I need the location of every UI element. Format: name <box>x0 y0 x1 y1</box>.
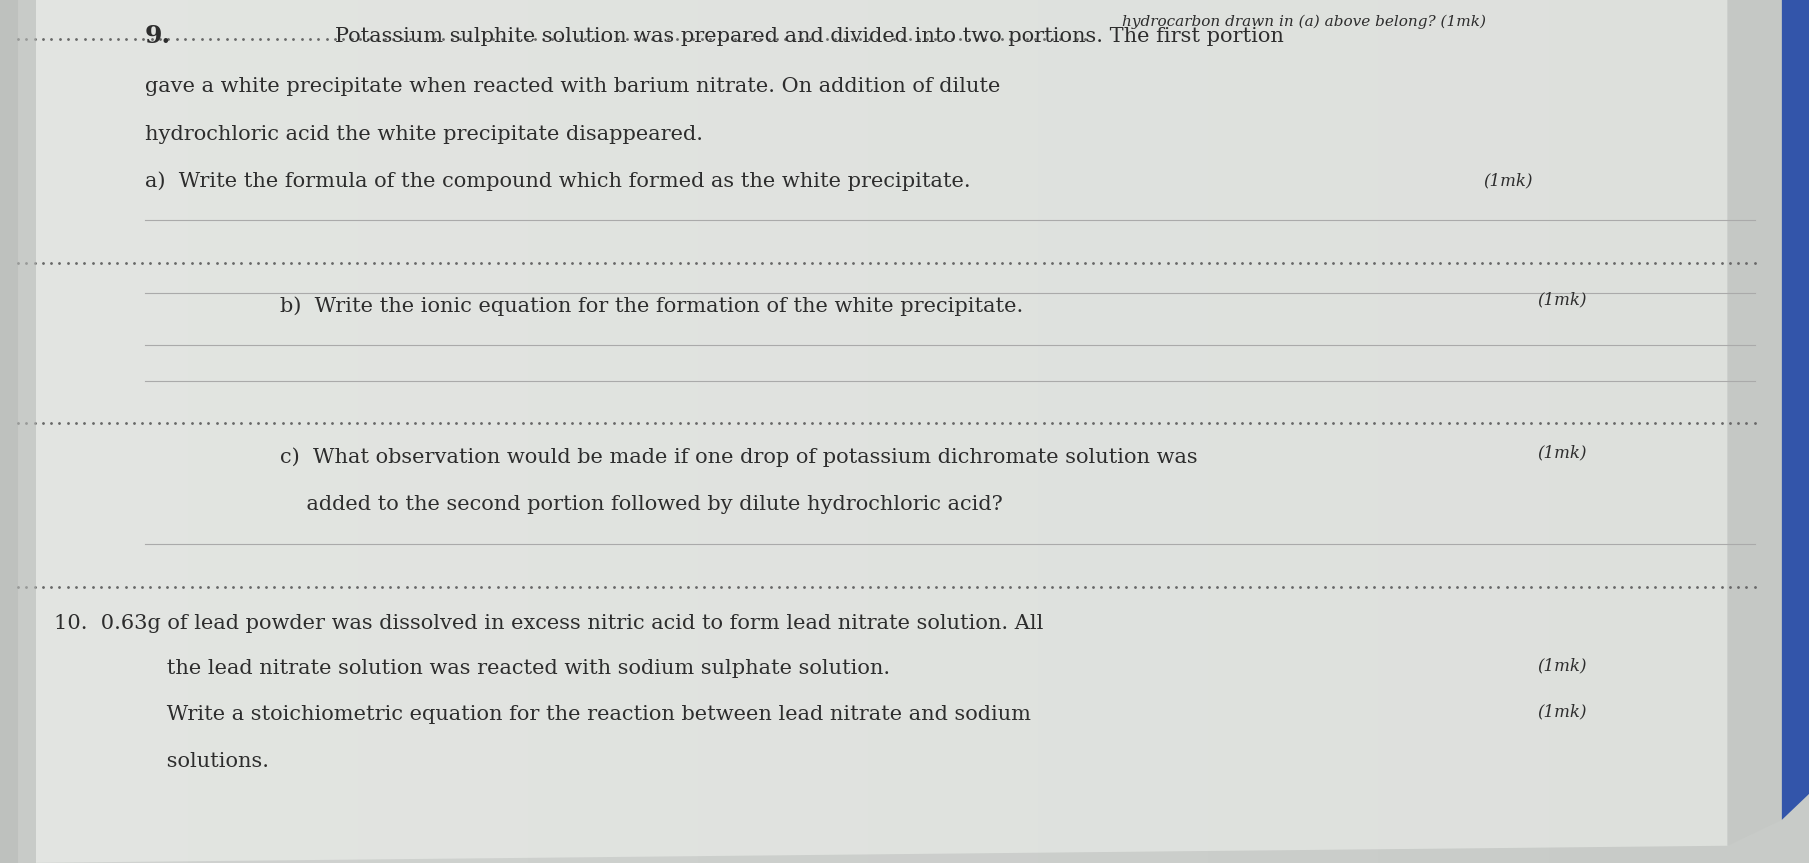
Bar <box>188 0 358 863</box>
Bar <box>0 0 36 863</box>
Text: Write a stoichiometric equation for the reaction between lead nitrate and sodium: Write a stoichiometric equation for the … <box>127 705 1031 724</box>
Text: (1mk): (1mk) <box>1538 658 1586 675</box>
Text: b)  Write the ionic equation for the formation of the white precipitate.: b) Write the ionic equation for the form… <box>280 297 1024 316</box>
Text: Potassium sulphite solution was prepared and divided into two portions. The firs: Potassium sulphite solution was prepared… <box>335 27 1284 46</box>
Polygon shape <box>1728 0 1782 846</box>
Text: hydrochloric acid the white precipitate disappeared.: hydrochloric acid the white precipitate … <box>145 125 702 144</box>
Text: hydrocarbon drawn in (a) above belong? (1mk): hydrocarbon drawn in (a) above belong? (… <box>1122 15 1485 28</box>
Text: (1mk): (1mk) <box>1538 444 1586 462</box>
Bar <box>528 0 698 863</box>
Bar <box>1038 0 1208 863</box>
Text: 10.  0.63g of lead powder was dissolved in excess nitric acid to form lead nitra: 10. 0.63g of lead powder was dissolved i… <box>54 614 1044 633</box>
Text: added to the second portion followed by dilute hydrochloric acid?: added to the second portion followed by … <box>280 495 1004 514</box>
Text: the lead nitrate solution was reacted with sodium sulphate solution.: the lead nitrate solution was reacted wi… <box>127 659 890 678</box>
Text: (1mk): (1mk) <box>1483 173 1532 190</box>
Polygon shape <box>18 0 1728 863</box>
Bar <box>868 0 1038 863</box>
Bar <box>1549 0 1719 863</box>
Bar <box>698 0 868 863</box>
Text: (1mk): (1mk) <box>1538 703 1586 721</box>
Text: c)  What observation would be made if one drop of potassium dichromate solution : c) What observation would be made if one… <box>280 448 1198 467</box>
Bar <box>1378 0 1549 863</box>
Text: gave a white precipitate when reacted with barium nitrate. On addition of dilute: gave a white precipitate when reacted wi… <box>145 77 1000 96</box>
Text: solutions.: solutions. <box>127 752 268 771</box>
Bar <box>1208 0 1378 863</box>
Polygon shape <box>1782 0 1809 820</box>
Bar <box>358 0 528 863</box>
Text: (1mk): (1mk) <box>1538 292 1586 309</box>
Text: 9.: 9. <box>145 24 170 48</box>
Bar <box>18 0 188 863</box>
Text: a)  Write the formula of the compound which formed as the white precipitate.: a) Write the formula of the compound whi… <box>145 172 970 191</box>
